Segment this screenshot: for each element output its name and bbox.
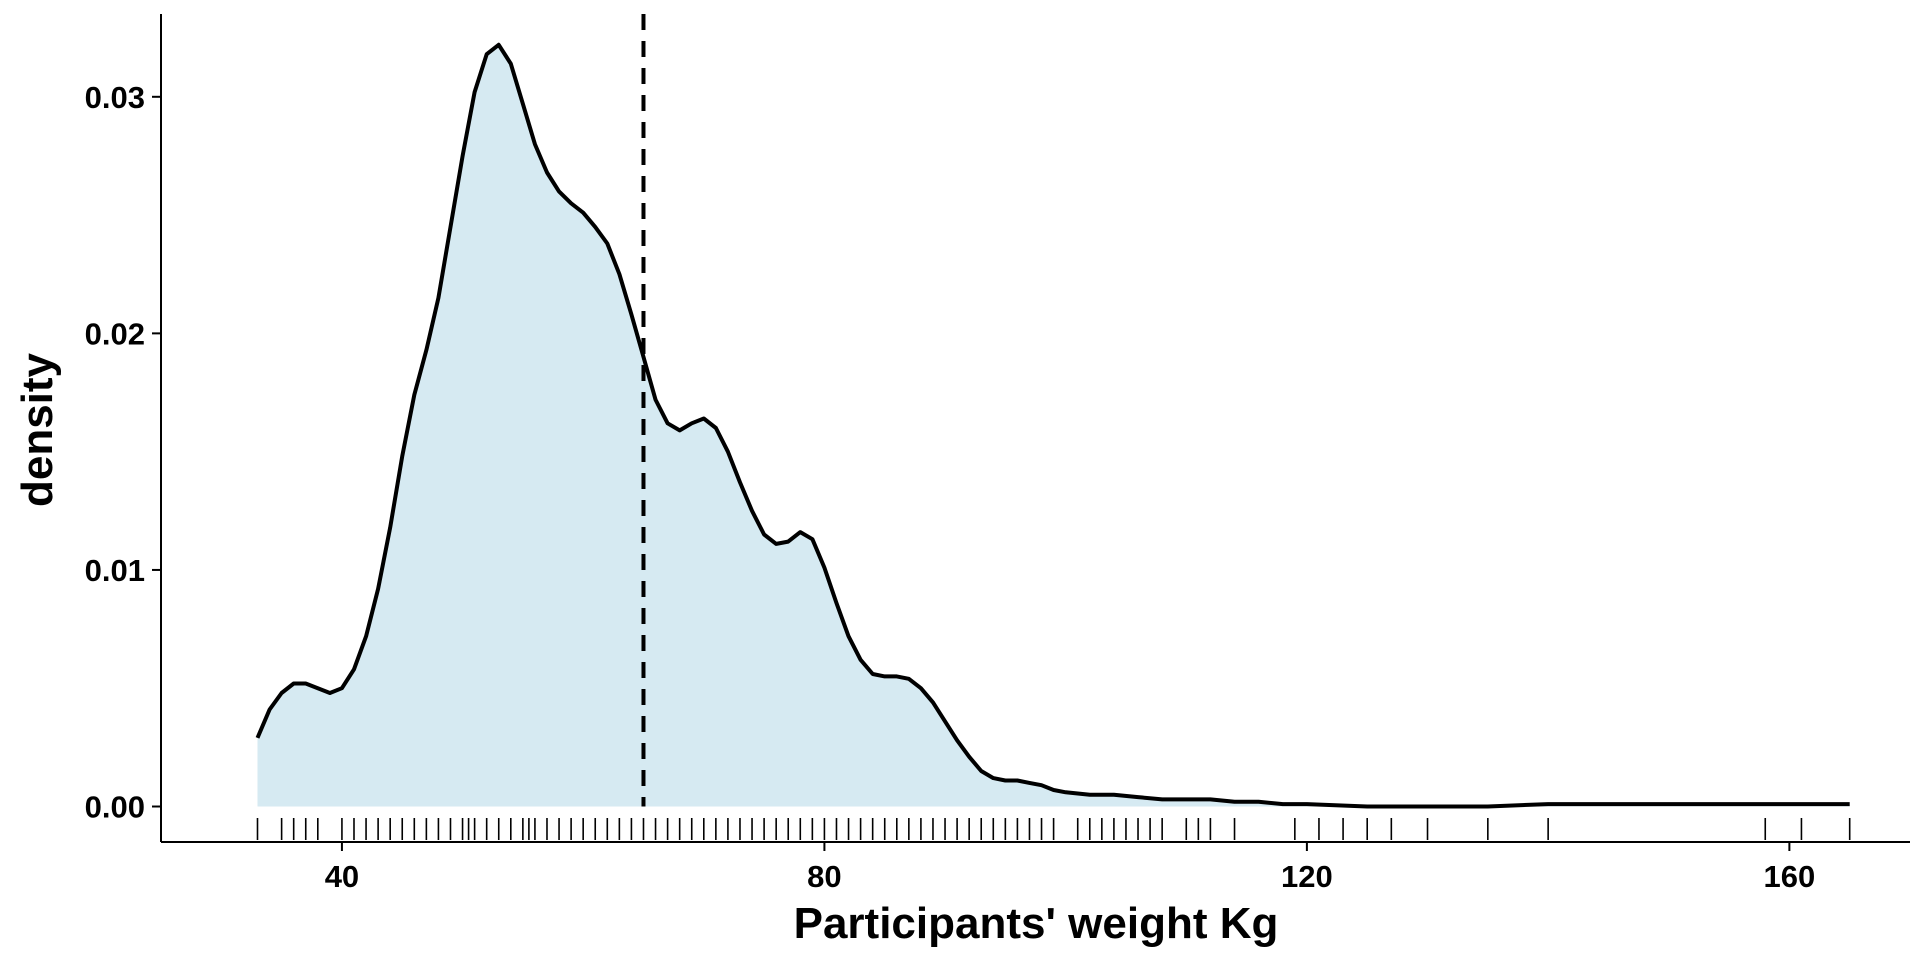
rug-marks: [256, 818, 1851, 840]
axes: 40 80 120 160 0.00 0.01 0.02 0.03: [85, 14, 1910, 894]
plot-area: [255, 14, 1851, 840]
x-tick-label: 40: [325, 859, 359, 894]
y-tick-label: 0.02: [85, 316, 145, 351]
y-tick-label: 0.00: [85, 790, 145, 825]
x-tick-label: 80: [807, 859, 841, 894]
x-tick-label: 120: [1281, 859, 1333, 894]
x-tick-label: 160: [1764, 859, 1816, 894]
y-tick-label: 0.01: [85, 553, 145, 588]
x-axis-title: Participants' weight Kg: [794, 899, 1279, 948]
y-axis-title: density: [13, 352, 62, 507]
density-area: [257, 44, 1850, 807]
density-line: [255, 42, 1850, 809]
y-tick-label: 0.03: [85, 80, 145, 115]
